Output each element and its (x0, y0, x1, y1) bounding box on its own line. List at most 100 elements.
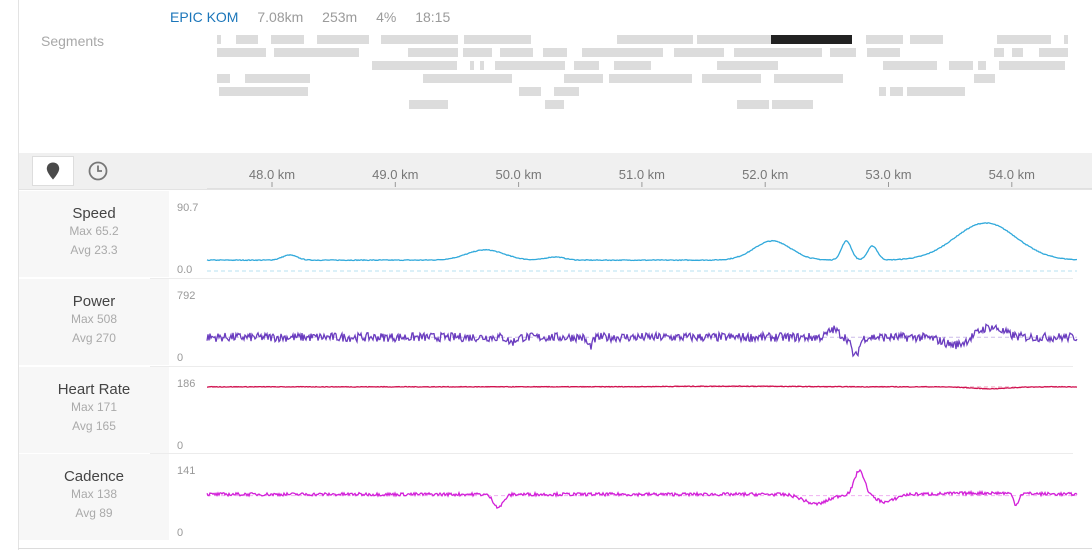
segment-bar[interactable] (1064, 35, 1068, 44)
power-avg: Avg 270 (72, 331, 116, 345)
power-stream: Power Max 508 Avg 270 792 0 (19, 279, 1092, 365)
speed-max: Max 65.2 (69, 224, 119, 238)
heartrate-stream: Heart Rate Max 171 Avg 165 186 0 (19, 367, 1092, 453)
cadence-ymax-label: 141 (177, 465, 195, 477)
segment-bar[interactable] (866, 35, 903, 44)
speed-stream: Speed Max 65.2 Avg 23.3 90.7 0.0 (19, 191, 1092, 277)
heartrate-max: Max 171 (70, 400, 118, 414)
segment-bar[interactable] (423, 74, 512, 83)
axis-tick-label: 54.0 km (989, 167, 1035, 182)
heartrate-series-line (207, 385, 1078, 390)
speed-label-panel: Speed Max 65.2 Avg 23.3 (19, 191, 169, 277)
row-divider (150, 453, 1073, 454)
segment-bar-selected[interactable] (771, 35, 852, 44)
segment-bar[interactable] (470, 61, 474, 70)
location-pin-icon (46, 162, 60, 180)
cadence-label-panel: Cadence Max 138 Avg 89 (19, 454, 169, 540)
segment-bar[interactable] (519, 87, 541, 96)
row-divider (150, 278, 1073, 279)
segment-name[interactable]: EPIC KOM (170, 9, 239, 25)
power-label-panel: Power Max 508 Avg 270 (19, 279, 169, 365)
segment-bar[interactable] (582, 48, 663, 57)
segment-bar[interactable] (245, 74, 310, 83)
segment-bar[interactable] (994, 48, 1004, 57)
segment-bar[interactable] (883, 61, 937, 70)
segment-bar[interactable] (907, 87, 965, 96)
segment-bar[interactable] (717, 61, 778, 70)
segment-bar[interactable] (890, 87, 903, 96)
segment-bar[interactable] (772, 100, 813, 109)
segment-bar[interactable] (697, 35, 784, 44)
segment-bar[interactable] (737, 100, 769, 109)
segment-bar[interactable] (545, 100, 564, 109)
segment-bar[interactable] (217, 74, 230, 83)
cadence-chart[interactable]: 141 0 (19, 454, 1092, 540)
segment-bar[interactable] (219, 87, 308, 96)
segments-bar-chart[interactable] (205, 30, 1075, 142)
axis-tick-label: 49.0 km (372, 167, 418, 182)
segment-bar[interactable] (480, 61, 484, 70)
power-title: Power (72, 293, 116, 310)
row-divider (150, 366, 1073, 367)
segment-bar[interactable] (217, 48, 266, 57)
segment-bar[interactable] (910, 35, 943, 44)
segment-bar[interactable] (495, 61, 565, 70)
segments-label: Segments (41, 33, 105, 49)
segment-bar[interactable] (879, 87, 886, 96)
heartrate-ymin-label: 0 (177, 440, 183, 452)
segment-time: 18:15 (415, 9, 451, 25)
segment-bar[interactable] (500, 48, 533, 57)
segment-bar[interactable] (464, 35, 531, 44)
segment-bar[interactable] (564, 74, 603, 83)
segment-bar[interactable] (614, 61, 651, 70)
axis-tick-label: 53.0 km (865, 167, 911, 182)
speed-title: Speed (72, 205, 116, 222)
heartrate-ymax-label: 186 (177, 378, 195, 390)
segment-bar[interactable] (949, 61, 973, 70)
segment-bar[interactable] (674, 48, 724, 57)
segment-summary: EPIC KOM 7.08km 253m 4% 18:15 (170, 9, 465, 25)
axis-tick-label: 50.0 km (495, 167, 541, 182)
segment-bar[interactable] (774, 74, 843, 83)
cadence-stream: Cadence Max 138 Avg 89 141 0 (19, 454, 1092, 540)
segment-bar[interactable] (609, 74, 692, 83)
segment-bar[interactable] (317, 35, 369, 44)
segment-bar[interactable] (997, 35, 1051, 44)
segment-bar[interactable] (554, 87, 579, 96)
heartrate-label-panel: Heart Rate Max 171 Avg 165 (19, 367, 169, 453)
cadence-title: Cadence (63, 468, 125, 485)
heartrate-title: Heart Rate (57, 381, 131, 398)
speed-avg: Avg 23.3 (70, 243, 118, 257)
segment-bar[interactable] (702, 74, 761, 83)
segment-bar[interactable] (974, 74, 995, 83)
segment-bar[interactable] (617, 35, 693, 44)
time-mode-button[interactable] (77, 156, 119, 186)
power-max: Max 508 (70, 312, 118, 326)
segment-bar[interactable] (372, 61, 457, 70)
power-chart[interactable]: 792 0 (19, 279, 1092, 365)
cadence-ymin-label: 0 (177, 527, 183, 539)
segment-bar[interactable] (381, 35, 458, 44)
segment-bar[interactable] (734, 48, 822, 57)
segment-bar[interactable] (999, 61, 1065, 70)
segment-bar[interactable] (271, 35, 304, 44)
distance-mode-button[interactable] (32, 156, 74, 186)
speed-chart[interactable]: 90.7 0.0 (19, 191, 1092, 277)
segment-bar[interactable] (409, 100, 448, 109)
segment-bar[interactable] (217, 35, 221, 44)
segment-bar[interactable] (867, 48, 900, 57)
segment-bar[interactable] (274, 48, 359, 57)
segment-bar[interactable] (408, 48, 458, 57)
power-ymax-label: 792 (177, 290, 195, 302)
segment-bar[interactable] (978, 61, 986, 70)
segment-bar[interactable] (830, 48, 856, 57)
segment-bar[interactable] (574, 61, 599, 70)
segment-bar[interactable] (236, 35, 258, 44)
cadence-series-line (206, 468, 1078, 510)
bottom-border (18, 548, 1092, 549)
segment-bar[interactable] (1012, 48, 1023, 57)
segment-bar[interactable] (543, 48, 567, 57)
segment-bar[interactable] (463, 48, 492, 57)
segment-bar[interactable] (1039, 48, 1068, 57)
